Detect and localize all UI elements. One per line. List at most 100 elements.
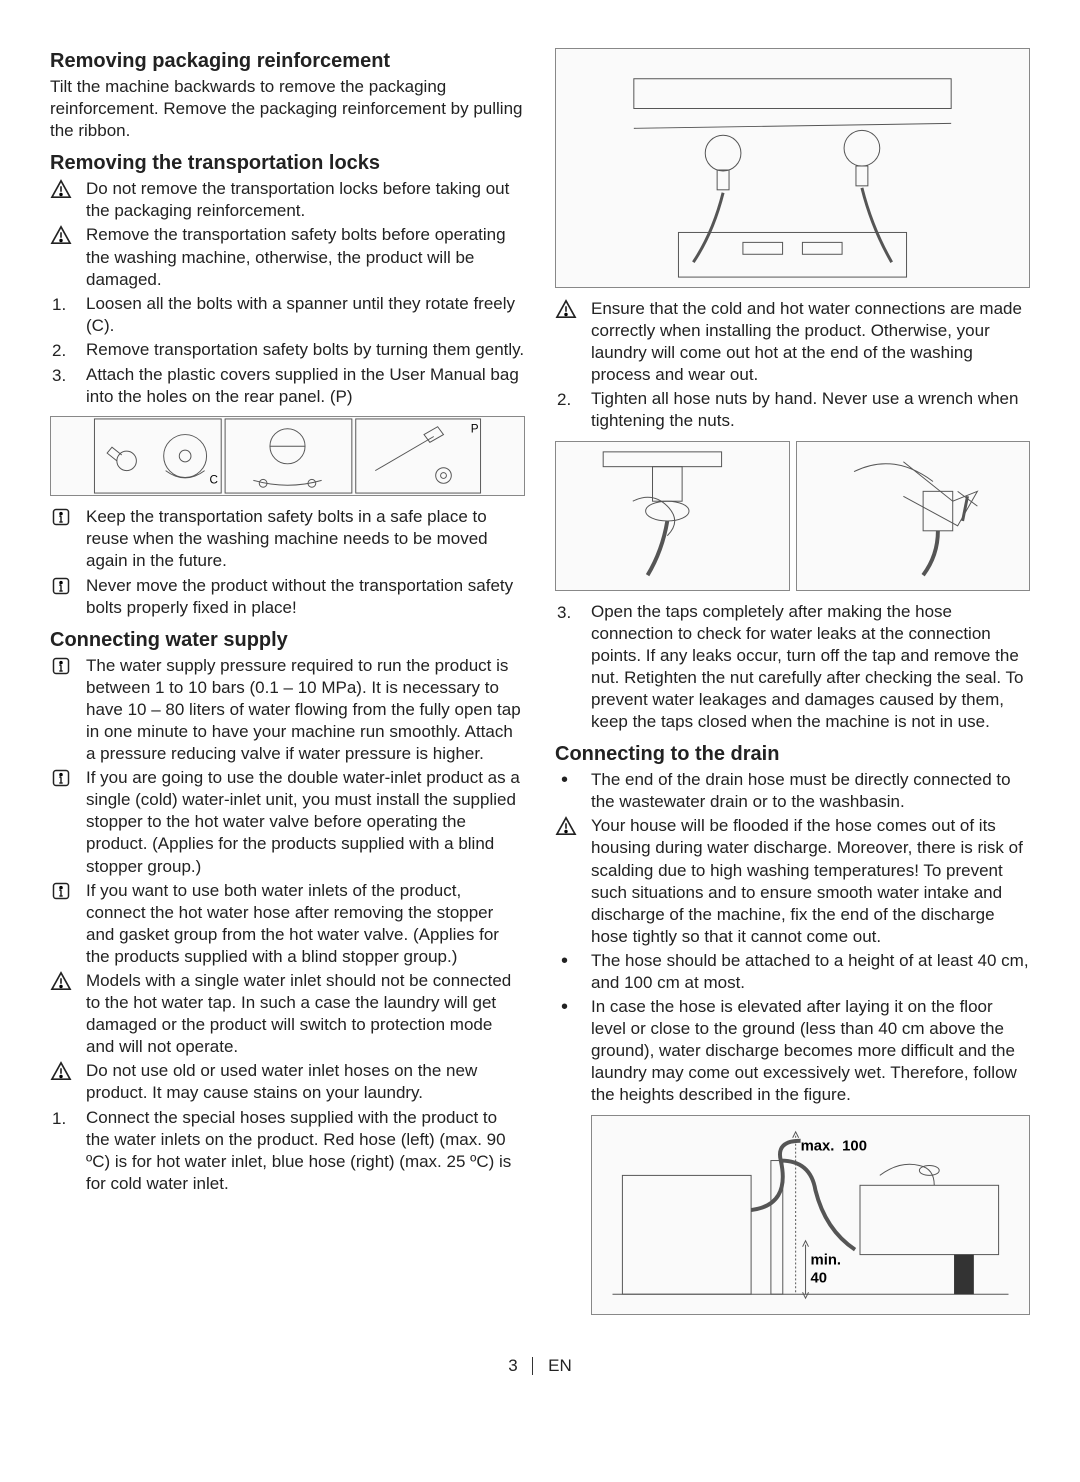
item-text: Tighten all hose nuts by hand. Never use…	[591, 388, 1030, 432]
bullet-marker: •	[555, 770, 568, 790]
item-marker: •	[555, 769, 591, 790]
page-columns: Removing packaging reinforcement Tilt th…	[50, 40, 1030, 1325]
item-marker: 3.	[50, 364, 86, 387]
item-marker: 2.	[555, 388, 591, 411]
list-item: 1. Connect the special hoses supplied wit…	[50, 1107, 525, 1195]
list-item: Remove the transportation safety bolts b…	[50, 224, 525, 290]
item-marker: •	[555, 996, 591, 1017]
svg-text:40: 40	[811, 1270, 828, 1286]
list-item: 1.Loosen all the bolts with a spanner un…	[50, 293, 525, 337]
left-column: Removing packaging reinforcement Tilt th…	[50, 40, 525, 1325]
item-marker	[50, 970, 86, 991]
item-marker: 3.	[555, 601, 591, 624]
info-icon	[50, 576, 72, 596]
list-item: Models with a single water inlet should …	[50, 970, 525, 1058]
list-item: Never move the product without the trans…	[50, 575, 525, 619]
list-item: Your house will be flooded if the hose c…	[555, 815, 1030, 948]
info-icon	[50, 656, 72, 676]
svg-text:P: P	[471, 423, 479, 436]
number-marker: 1.	[50, 294, 66, 316]
item-marker	[555, 815, 591, 836]
info-icon	[50, 507, 72, 527]
right-column: Ensure that the cold and hot water conne…	[555, 40, 1030, 1325]
figure-water-inlets	[555, 48, 1030, 288]
item-text: Keep the transportation safety bolts in …	[86, 506, 525, 572]
page-footer: 3 EN	[50, 1355, 1030, 1377]
item-text: Never move the product without the trans…	[86, 575, 525, 619]
info-icon	[50, 881, 72, 901]
list-item: 3. Attach the plastic covers supplied in …	[50, 364, 525, 408]
item-text: Ensure that the cold and hot water conne…	[591, 298, 1030, 386]
item-text: Your house will be flooded if the hose c…	[591, 815, 1030, 948]
list-item: If you want to use both water inlets of …	[50, 880, 525, 968]
list-item: Do not remove the transportation locks b…	[50, 178, 525, 222]
page-number: 3	[508, 1356, 517, 1375]
item-text: Models with a single water inlet should …	[86, 970, 525, 1058]
list-item: •In case the hose is elevated after layi…	[555, 996, 1030, 1106]
water-supply-items: The water supply pressure required to ru…	[50, 655, 525, 1195]
figure-bolts: C P	[50, 416, 525, 496]
list-item: Keep the transportation safety bolts in …	[50, 506, 525, 572]
warning-icon	[555, 816, 577, 836]
item-text: Remove transportation safety bolts by tu…	[86, 339, 525, 361]
item-marker: •	[555, 950, 591, 971]
list-item: Do not use old or used water inlet hoses…	[50, 1060, 525, 1104]
item-text: The water supply pressure required to ru…	[86, 655, 525, 765]
item-marker	[50, 655, 86, 676]
heading-water-supply: Connecting water supply	[50, 627, 525, 653]
item-text: Do not use old or used water inlet hoses…	[86, 1060, 525, 1104]
warning-icon	[50, 1061, 72, 1081]
heading-connecting-drain: Connecting to the drain	[555, 741, 1030, 767]
item-text: If you are going to use the double water…	[86, 767, 525, 877]
number-marker: 3.	[50, 365, 66, 387]
item-marker	[50, 224, 86, 245]
item-text: Do not remove the transportation locks b…	[86, 178, 525, 222]
number-marker: 2.	[50, 340, 66, 362]
list-item: • The hose should be attached to a height…	[555, 950, 1030, 994]
item-text: The end of the drain hose must be direct…	[591, 769, 1030, 813]
number-marker: 1.	[50, 1108, 66, 1130]
item-marker	[555, 298, 591, 319]
right-s1-items: Ensure that the cold and hot water conne…	[555, 298, 1030, 433]
item-marker	[50, 178, 86, 199]
list-item: 3. Open the taps completely after making …	[555, 601, 1030, 734]
item-text: Open the taps completely after making th…	[591, 601, 1030, 734]
item-marker: 1.	[50, 1107, 86, 1130]
drain-items: • The end of the drain hose must be direc…	[555, 769, 1030, 1106]
heading-transport-locks: Removing the transportation locks	[50, 150, 525, 176]
heading-packaging: Removing packaging reinforcement	[50, 48, 525, 74]
list-item: • The end of the drain hose must be direc…	[555, 769, 1030, 813]
list-item: The water supply pressure required to ru…	[50, 655, 525, 765]
list-item: Ensure that the cold and hot water conne…	[555, 298, 1030, 386]
item-marker: 1.	[50, 293, 86, 316]
item-text: Connect the special hoses supplied with …	[86, 1107, 525, 1195]
list-item: If you are going to use the double water…	[50, 767, 525, 877]
figure-nut-left	[555, 441, 790, 591]
item-text: Remove the transportation safety bolts b…	[86, 224, 525, 290]
warning-icon	[50, 971, 72, 991]
item-marker: 2.	[50, 339, 86, 362]
info-icon	[50, 768, 72, 788]
item-marker	[50, 1060, 86, 1081]
warning-icon	[50, 225, 72, 245]
transport-locks-items: Do not remove the transportation locks b…	[50, 178, 525, 408]
list-item: 2. Tighten all hose nuts by hand. Never u…	[555, 388, 1030, 432]
item-marker	[50, 575, 86, 596]
item-text: The hose should be attached to a height …	[591, 950, 1030, 994]
warning-icon	[50, 179, 72, 199]
right-s1-after-items: 3. Open the taps completely after making …	[555, 601, 1030, 734]
svg-text:max.: max.	[801, 1138, 835, 1154]
list-item: 2. Remove transportation safety bolts by …	[50, 339, 525, 362]
warning-icon	[555, 299, 577, 319]
number-marker: 3.	[555, 602, 571, 624]
item-marker	[50, 880, 86, 901]
bullet-marker: •	[555, 997, 568, 1017]
number-marker: 2.	[555, 389, 571, 411]
item-text: Attach the plastic covers supplied in th…	[86, 364, 525, 408]
body-packaging: Tilt the machine backwards to remove the…	[50, 76, 525, 142]
figure-drain-heights: max. 100 min. 40	[591, 1115, 1030, 1315]
svg-text:C: C	[210, 474, 218, 487]
transport-locks-after-items: Keep the transportation safety bolts in …	[50, 506, 525, 618]
bullet-marker: •	[555, 951, 568, 971]
figure-nuts-row	[555, 441, 1030, 591]
